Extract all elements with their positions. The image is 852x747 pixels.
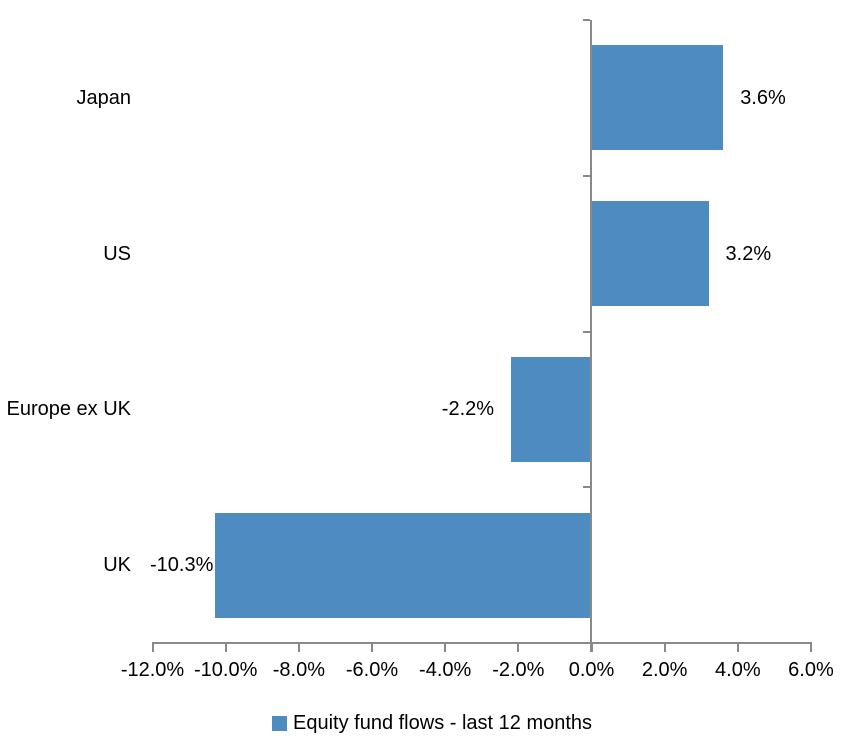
bar-data-label: -2.2% <box>441 398 495 421</box>
x-axis-tick-label: 0.0% <box>568 659 615 681</box>
x-axis-tick-label: -4.0% <box>419 659 472 681</box>
y-axis-tick <box>583 486 590 489</box>
x-axis-tick <box>517 642 520 652</box>
x-axis-tick-label: -2.0% <box>492 659 545 681</box>
bar-data-label: -10.3% <box>150 554 214 577</box>
legend-label: Equity fund flows - last 12 months <box>293 712 593 734</box>
bar <box>511 356 592 462</box>
x-axis-tick-label: 2.0% <box>641 659 688 681</box>
category-label: US <box>103 242 131 265</box>
y-axis-tick <box>583 330 590 333</box>
x-axis-tick <box>444 642 447 652</box>
legend: Equity fund flows - last 12 months <box>272 711 592 735</box>
y-axis-line <box>590 20 592 652</box>
bar <box>591 45 724 151</box>
legend-swatch <box>272 715 287 731</box>
bar-data-label: 3.6% <box>740 86 786 109</box>
x-axis-tick-label: -8.0% <box>272 659 325 681</box>
category-label: UK <box>103 554 131 577</box>
bar-data-label: 3.2% <box>725 242 772 265</box>
y-axis-tick <box>583 19 590 21</box>
bar <box>214 512 592 618</box>
y-axis-tick <box>583 174 590 177</box>
x-axis-tick <box>663 642 666 652</box>
x-axis-tick <box>297 642 300 652</box>
x-axis-tick <box>151 642 154 652</box>
x-axis-tick <box>736 642 739 652</box>
bar <box>591 201 709 307</box>
x-axis-tick-label: 4.0% <box>715 659 761 681</box>
x-axis-tick-label: 6.0% <box>788 659 834 681</box>
category-label: Europe ex UK <box>6 398 131 421</box>
x-axis-tick <box>809 642 812 652</box>
x-axis-tick-label: -10.0% <box>194 659 258 681</box>
x-axis-tick-label: -6.0% <box>345 659 399 681</box>
x-axis-tick <box>371 642 374 652</box>
x-axis-line <box>151 642 812 644</box>
x-axis-tick-label: -12.0% <box>120 659 185 681</box>
x-axis-tick <box>590 642 593 652</box>
category-label: Japan <box>76 86 132 109</box>
x-axis-tick <box>224 642 227 652</box>
